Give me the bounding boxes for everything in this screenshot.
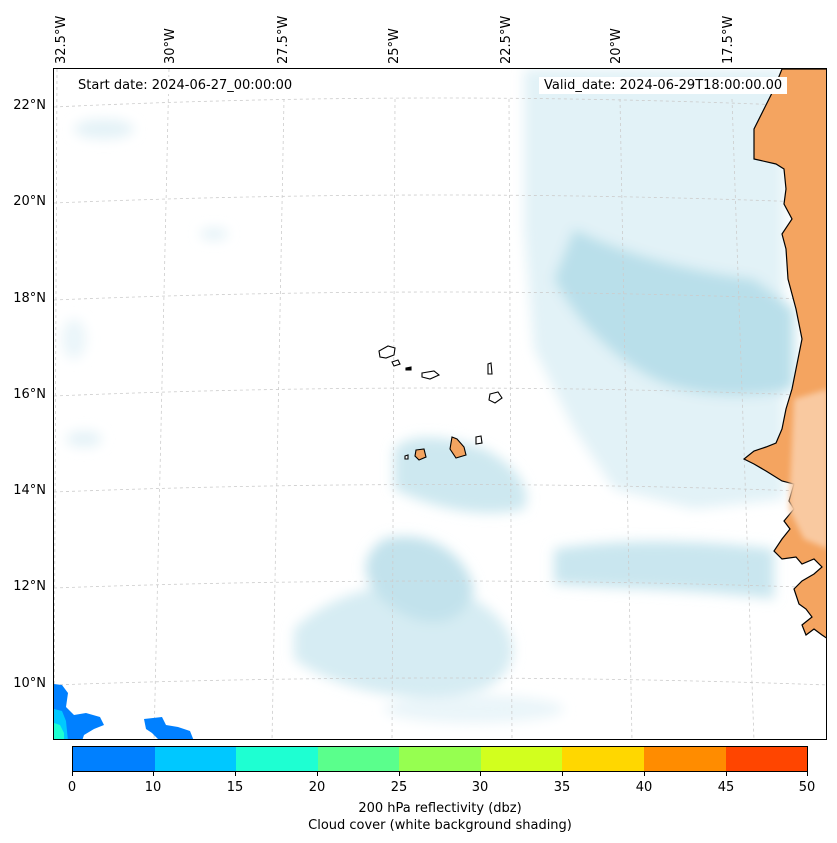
reflectivity-cell	[54, 684, 104, 739]
lat-label: 18°N	[13, 291, 46, 306]
land-shading	[789, 389, 826, 549]
gridline-lon	[153, 69, 170, 739]
colorbar	[72, 746, 808, 772]
colorbar-segment	[73, 747, 155, 771]
lon-label: 27.5°W	[276, 15, 291, 64]
island	[475, 435, 483, 445]
island	[487, 362, 493, 375]
colorbar-tick	[235, 772, 236, 776]
colorbar-segment	[317, 747, 400, 771]
gridline-lat	[54, 580, 826, 589]
colorbar-tick	[399, 772, 400, 776]
gridline-lat	[54, 677, 826, 686]
island	[414, 448, 427, 461]
colorbar-segment	[643, 747, 726, 771]
island	[449, 436, 467, 459]
colorbar-segment	[480, 747, 563, 771]
island	[488, 391, 503, 404]
gridline-lat	[54, 484, 826, 493]
graticule	[54, 69, 826, 739]
valid-date-label: Valid_date: 2024-06-29T18:00:00.00	[539, 77, 788, 94]
lon-label: 30°W	[163, 28, 178, 64]
colorbar-tick-label: 40	[635, 780, 653, 795]
gridline-lat	[54, 291, 826, 301]
reflectivity-layer	[54, 684, 194, 739]
cape-verde-islands	[378, 345, 503, 461]
reflectivity-cell	[144, 717, 194, 739]
colorbar-segment	[154, 747, 237, 771]
gridline-lat	[54, 97, 826, 108]
gridline-lat	[54, 194, 826, 204]
lat-label: 10°N	[13, 676, 46, 691]
colorbar-tick	[807, 772, 808, 776]
africa-landmass	[742, 69, 826, 639]
lon-label: 25°W	[387, 28, 402, 64]
cloud-cover-layer	[62, 69, 794, 723]
lat-label: 16°N	[13, 387, 46, 402]
island	[405, 366, 412, 371]
cloud-patch	[74, 119, 134, 139]
cloud-band-east	[554, 541, 774, 599]
cloud-patch	[384, 695, 564, 723]
cloud-patch	[62, 319, 86, 359]
colorbar-tick-label: 20	[308, 780, 326, 795]
map-canvas	[54, 69, 826, 739]
lon-label: 20°W	[609, 28, 624, 64]
colorbar-tick-label: 45	[717, 780, 735, 795]
lon-label: 17.5°W	[721, 15, 736, 64]
lon-label: 22.5°W	[499, 15, 514, 64]
colorbar-tick	[562, 772, 563, 776]
colorbar-tick	[480, 772, 481, 776]
colorbar-tick-label: 15	[226, 780, 244, 795]
island	[421, 370, 441, 380]
colorbar-tick-label: 35	[553, 780, 571, 795]
lat-label: 22°N	[13, 98, 46, 113]
gridline-lon	[54, 69, 58, 739]
colorbar-tick-label: 0	[67, 780, 77, 795]
colorbar-segment	[236, 747, 318, 771]
colorbar-label: 200 hPa reflectivity (dbz)	[358, 801, 522, 816]
gridline-lon	[271, 98, 285, 739]
lat-label: 12°N	[13, 579, 46, 594]
colorbar-tick-label: 30	[471, 780, 489, 795]
cloud-patch	[200, 228, 228, 240]
lat-label: 20°N	[13, 194, 46, 209]
colorbar-tick	[153, 772, 154, 776]
gridline-lon	[619, 98, 633, 739]
gridline-lat	[54, 387, 826, 397]
island	[404, 454, 409, 460]
gridline-lon	[731, 98, 755, 739]
map-panel[interactable]	[53, 68, 827, 740]
island	[378, 345, 396, 359]
island	[391, 359, 401, 367]
colorbar-segment	[399, 747, 481, 771]
colorbar-tick-label: 10	[144, 780, 162, 795]
colorbar-tick	[317, 772, 318, 776]
colorbar-tick	[726, 772, 727, 776]
gridline-lon	[391, 98, 396, 739]
colorbar-segment	[725, 747, 808, 771]
colorbar-tick	[72, 772, 73, 776]
lon-label: 32.5°W	[54, 15, 69, 64]
lat-label: 14°N	[13, 483, 46, 498]
reflectivity-cell	[54, 723, 64, 739]
colorbar-tick-label: 25	[390, 780, 408, 795]
colorbar-segment	[562, 747, 644, 771]
colorbar-tick	[644, 772, 645, 776]
gridline-lon	[508, 98, 513, 739]
cloud-region-east-core	[554, 229, 794, 396]
start-date-label: Start date: 2024-06-27_00:00:00	[73, 77, 298, 94]
cloud-region-islands	[394, 437, 527, 513]
cloud-patch	[66, 431, 102, 447]
colorbar-sublabel: Cloud cover (white background shading)	[308, 818, 572, 833]
colorbar-tick-label: 50	[798, 780, 816, 795]
